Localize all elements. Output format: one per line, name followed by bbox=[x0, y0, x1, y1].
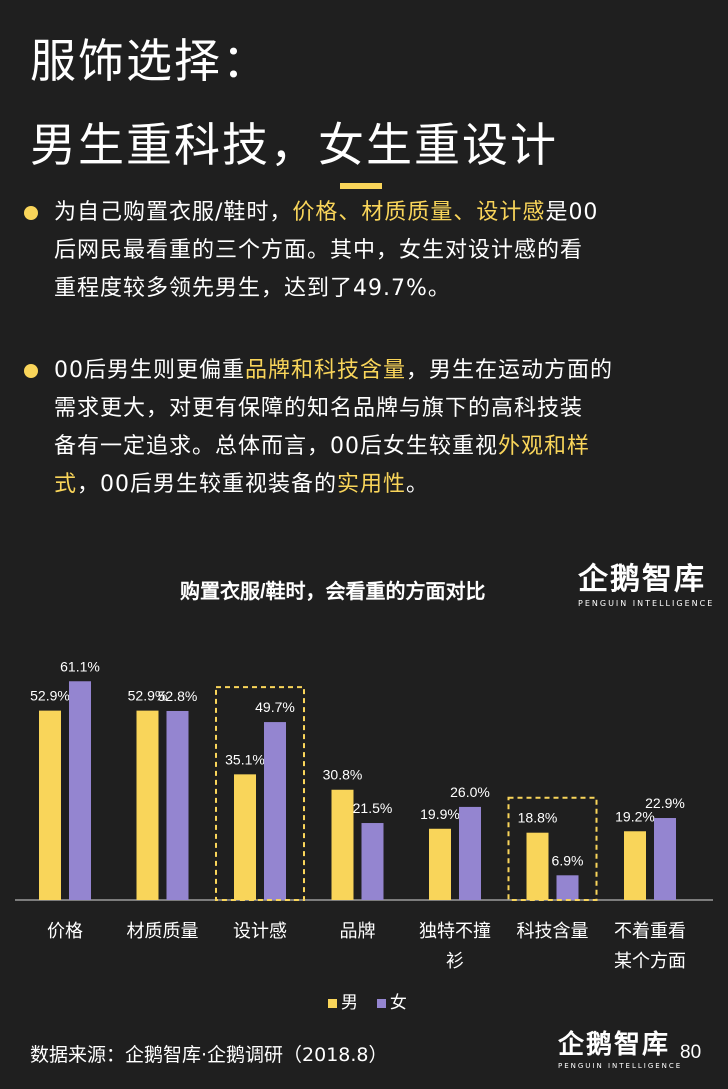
bar-male bbox=[624, 831, 646, 900]
body-text: 为自己购置衣服/鞋时， bbox=[54, 200, 293, 225]
page-number: 80 bbox=[680, 1042, 702, 1063]
bar-male bbox=[136, 710, 159, 900]
data-label: 52.9% bbox=[30, 688, 70, 704]
logo-bottom-sub-text: PENGUIN INTELLIGENCE bbox=[558, 1062, 683, 1070]
category-label: 品牌 bbox=[340, 921, 376, 942]
bar-female bbox=[166, 710, 189, 900]
data-label: 19.2% bbox=[615, 808, 655, 824]
logo-main-text: 企鹅智库 bbox=[578, 562, 706, 597]
page-title-line2: 男生重科技，女生重设计 bbox=[30, 118, 558, 172]
category-label: 独特不撞 bbox=[419, 921, 491, 942]
bullet-dot-2 bbox=[24, 364, 38, 378]
highlight-text: 外观和样 bbox=[498, 434, 591, 459]
bar-female bbox=[361, 823, 384, 900]
body-text: ，男生在运动方面的 bbox=[406, 358, 614, 383]
penguin-logo-top: 企鹅智库 PENGUIN INTELLIGENCE bbox=[578, 562, 715, 609]
paragraph-2: 00后男生则更偏重品牌和科技含量，男生在运动方面的需求更大，对更有保障的知名品牌… bbox=[54, 352, 714, 504]
data-label: 6.9% bbox=[552, 852, 584, 868]
data-label: 18.8% bbox=[518, 810, 558, 826]
body-text: 后网民最看重的三个方面。其中，女生对设计感的看 bbox=[54, 238, 584, 263]
bar-male bbox=[429, 828, 451, 900]
body-text: 备有一定追求。总体而言，00后女生较重视 bbox=[54, 434, 498, 459]
data-label: 21.5% bbox=[353, 800, 393, 816]
bar-male bbox=[526, 832, 549, 900]
bar-male bbox=[331, 789, 354, 900]
highlight-text: 实用性 bbox=[337, 472, 407, 497]
body-text: 重程度较多领先男生，达到了49.7%。 bbox=[54, 276, 451, 301]
data-label: 19.9% bbox=[420, 806, 460, 822]
data-source: 数据来源：企鹅智库·企鹅调研（2018.8） bbox=[30, 1044, 388, 1066]
highlight-box bbox=[215, 686, 305, 901]
data-label: 61.1% bbox=[60, 658, 100, 674]
paragraph-2-line: 式，00后男生较重视装备的实用性。 bbox=[54, 466, 714, 504]
bar-male bbox=[39, 710, 61, 900]
data-label: 52.9% bbox=[128, 688, 168, 704]
page-title-line1: 服饰选择： bbox=[30, 34, 270, 88]
legend-swatch-male bbox=[328, 999, 337, 1008]
legend-label-female: 女 bbox=[389, 993, 407, 1013]
body-text: ，00后男生较重视装备的 bbox=[77, 472, 338, 497]
bar-female bbox=[459, 806, 481, 900]
body-text: 00后男生则更偏重 bbox=[54, 358, 245, 383]
highlight-text: 式 bbox=[54, 472, 78, 497]
chart-title: 购置衣服/鞋时，会看重的方面对比 bbox=[180, 581, 486, 603]
paragraph-2-line: 备有一定追求。总体而言，00后女生较重视外观和样 bbox=[54, 428, 714, 466]
bullet-dot-1 bbox=[24, 206, 38, 220]
highlight-text: 价格、材质质量、设计感 bbox=[292, 200, 546, 225]
category-label: 价格 bbox=[47, 921, 83, 942]
paragraph-1-line: 后网民最看重的三个方面。其中，女生对设计感的看 bbox=[54, 232, 714, 270]
category-label: 某个方面 bbox=[614, 951, 686, 972]
paragraph-1-line: 为自己购置衣服/鞋时，价格、材质质量、设计感是00 bbox=[54, 194, 714, 232]
body-text: 是00 bbox=[545, 200, 599, 225]
data-label: 52.8% bbox=[158, 688, 198, 704]
data-label: 26.0% bbox=[450, 784, 490, 800]
bar-female bbox=[264, 722, 286, 900]
logo-sub-text: PENGUIN INTELLIGENCE bbox=[578, 599, 715, 608]
paragraph-1-line: 重程度较多领先男生，达到了49.7%。 bbox=[54, 270, 714, 308]
category-label: 衫 bbox=[446, 951, 464, 972]
legend-label-male: 男 bbox=[341, 993, 358, 1013]
penguin-logo-bottom: 企鹅智库 PENGUIN INTELLIGENCE bbox=[558, 1032, 682, 1070]
bar-female bbox=[69, 681, 91, 900]
bar-male bbox=[234, 774, 256, 900]
category-label: 科技含量 bbox=[517, 921, 589, 942]
highlight-text: 品牌和科技含量 bbox=[245, 358, 407, 383]
legend-swatch-female bbox=[376, 999, 386, 1008]
body-text: 需求更大，对更有保障的知名品牌与旗下的高科技装 bbox=[54, 396, 584, 421]
bar-female bbox=[556, 875, 579, 900]
bar-female bbox=[654, 818, 676, 900]
bar-chart: 52.9%61.1%价格52.9%52.8%材质质量35.1%49.7%设计感3… bbox=[15, 658, 713, 972]
highlight-box bbox=[507, 796, 598, 901]
chart-legend: 男 女 bbox=[328, 988, 407, 1013]
data-label: 30.8% bbox=[323, 767, 363, 783]
paragraph-2-line: 00后男生则更偏重品牌和科技含量，男生在运动方面的 bbox=[54, 352, 714, 390]
category-label: 不着重看 bbox=[614, 921, 686, 942]
title-accent-bar bbox=[340, 183, 382, 189]
logo-bottom-main-text: 企鹅智库 bbox=[558, 1030, 671, 1060]
category-label: 设计感 bbox=[233, 921, 287, 942]
paragraph-1: 为自己购置衣服/鞋时，价格、材质质量、设计感是00 后网民最看重的三个方面。其中，… bbox=[54, 194, 714, 308]
data-label: 22.9% bbox=[645, 795, 685, 811]
body-text: 。 bbox=[406, 472, 430, 497]
paragraph-2-line: 需求更大，对更有保障的知名品牌与旗下的高科技装 bbox=[54, 390, 714, 428]
category-label: 材质质量 bbox=[127, 921, 199, 942]
data-label: 49.7% bbox=[255, 699, 295, 715]
data-label: 35.1% bbox=[225, 751, 265, 767]
